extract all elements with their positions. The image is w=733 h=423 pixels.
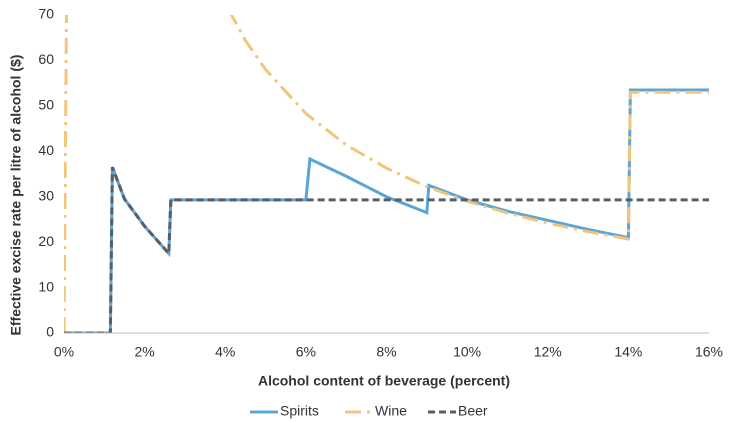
x-tick-label: 14% bbox=[614, 344, 642, 360]
x-axis-label: Alcohol content of beverage (percent) bbox=[258, 373, 510, 389]
x-tick-label: 2% bbox=[135, 344, 155, 360]
y-tick-label: 50 bbox=[38, 97, 54, 113]
x-tick-label: 12% bbox=[534, 344, 562, 360]
y-tick-label: 20 bbox=[38, 233, 54, 249]
legend-label: Wine bbox=[375, 403, 407, 419]
legend-label: Beer bbox=[458, 403, 488, 419]
x-tick-label: 6% bbox=[296, 344, 316, 360]
series-line bbox=[64, 166, 709, 333]
y-axis-label: Effective excise rate per litre of alcoh… bbox=[8, 55, 24, 336]
x-tick-label: 10% bbox=[453, 344, 481, 360]
series-line bbox=[64, 88, 709, 333]
y-tick-label: 10 bbox=[38, 278, 54, 294]
x-tick-label: 8% bbox=[376, 344, 396, 360]
y-tick-label: 60 bbox=[38, 51, 54, 67]
y-tick-label: 30 bbox=[38, 187, 54, 203]
series-line bbox=[64, 15, 709, 333]
x-tick-label: 0% bbox=[54, 344, 74, 360]
y-tick-label: 40 bbox=[38, 142, 54, 158]
plot-area bbox=[64, 15, 709, 333]
y-tick-label: 0 bbox=[46, 324, 54, 340]
x-tick-label: 16% bbox=[695, 344, 723, 360]
x-tick-label: 4% bbox=[215, 344, 235, 360]
y-tick-label: 70 bbox=[38, 6, 54, 22]
legend-label: Spirits bbox=[280, 403, 319, 419]
